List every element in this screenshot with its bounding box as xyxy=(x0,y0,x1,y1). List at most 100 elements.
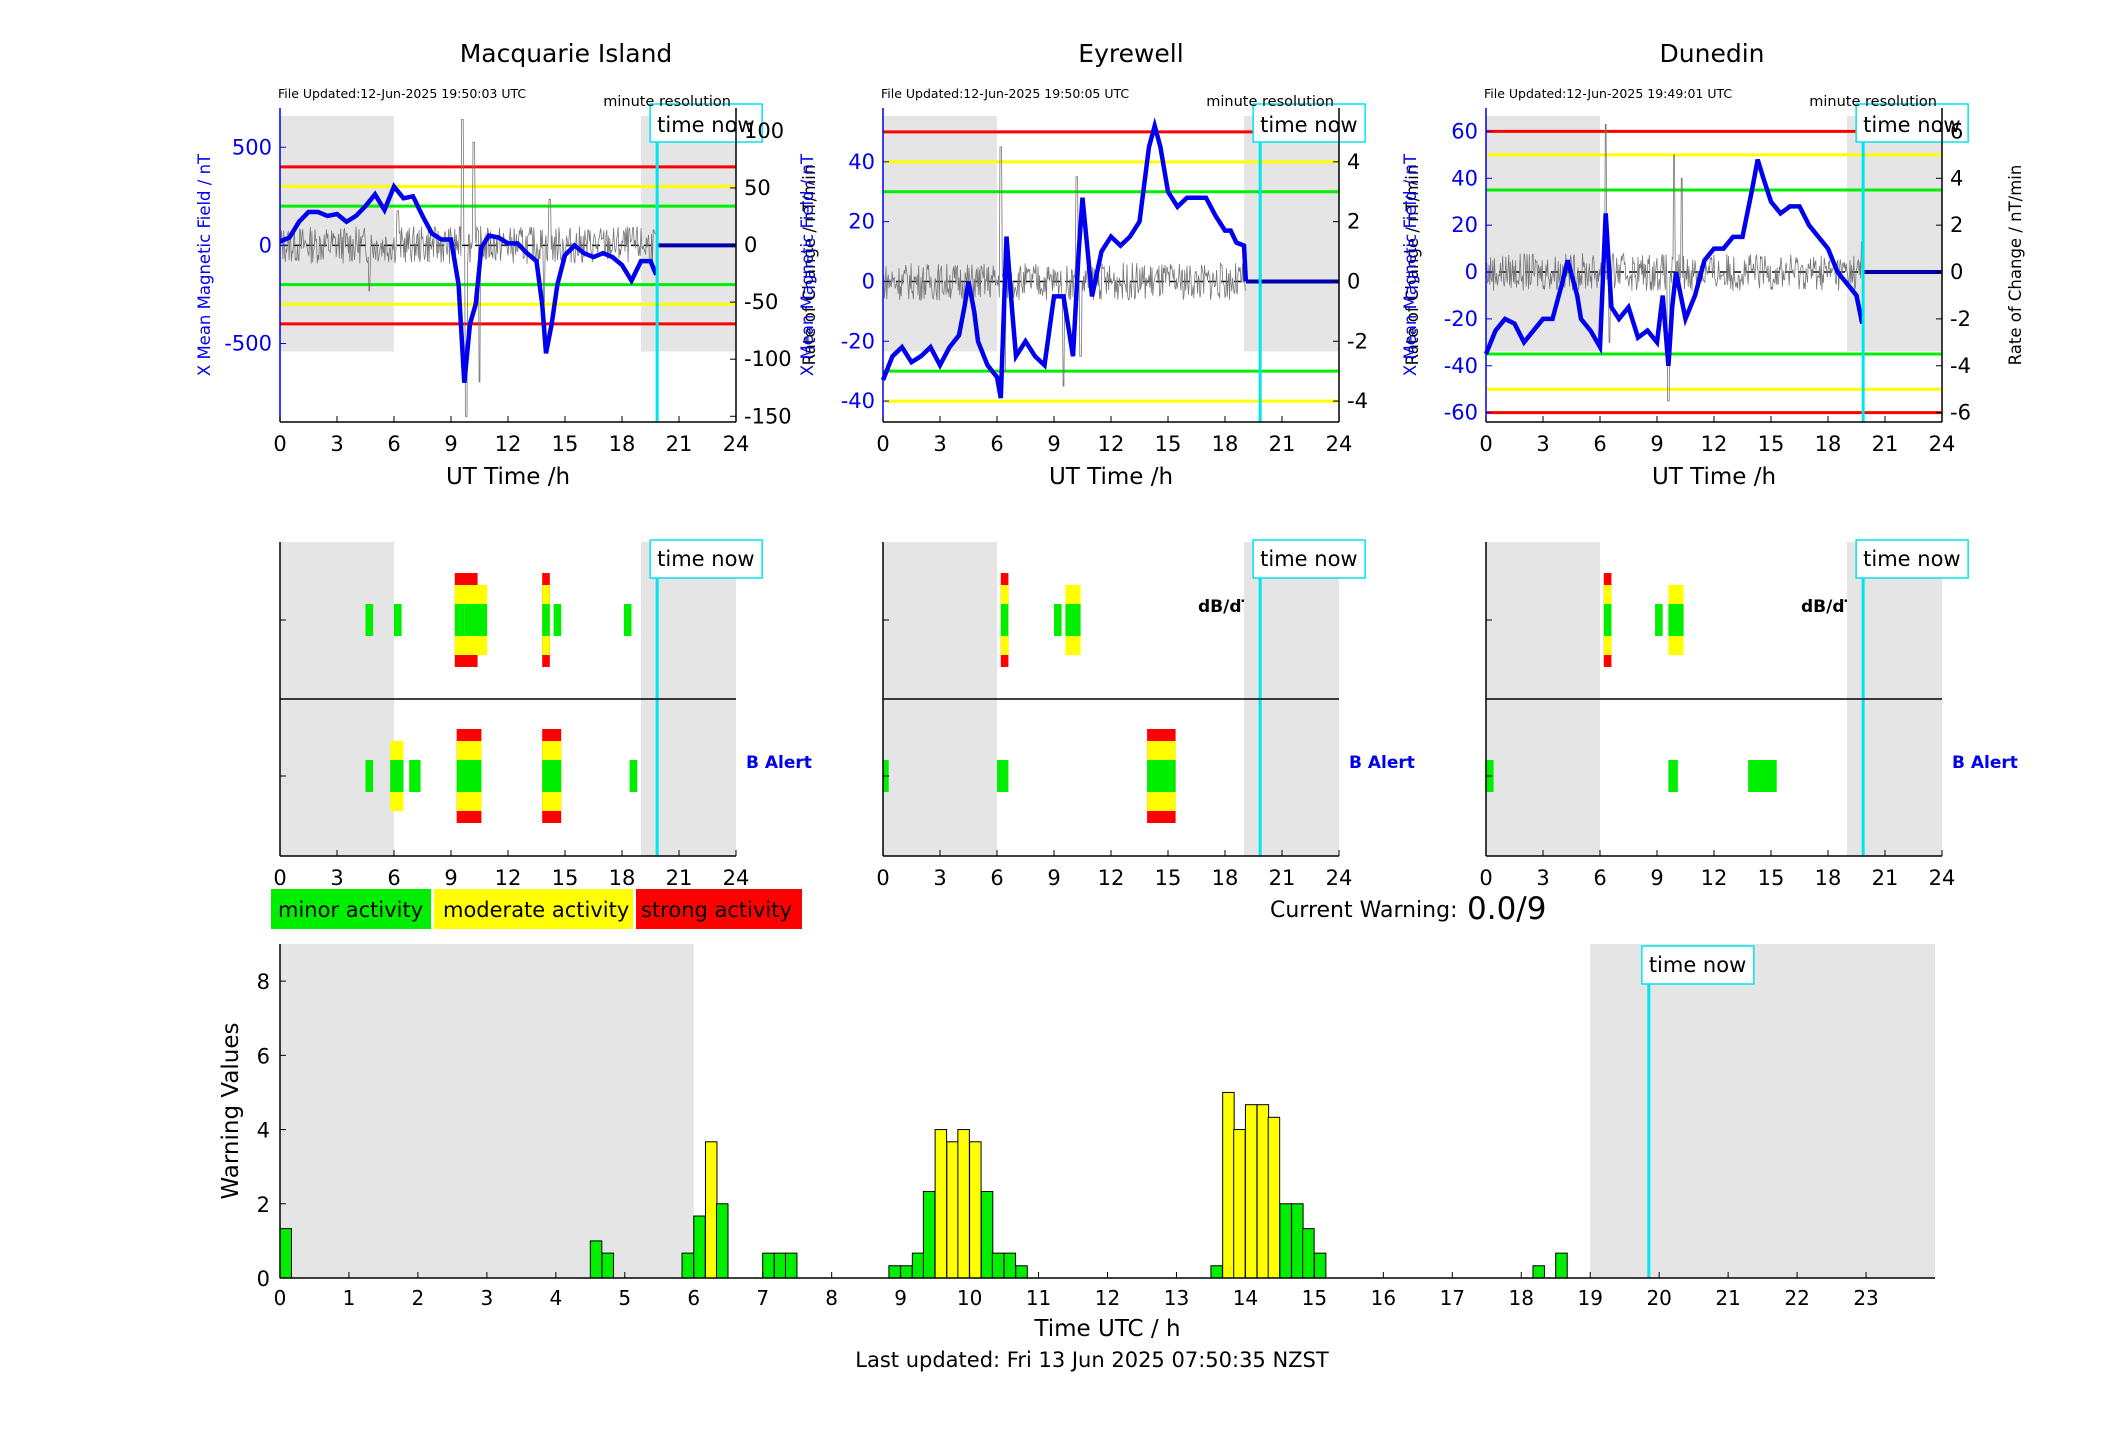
right-y-axis-label: Rate of Change / nT/min xyxy=(1403,165,1422,366)
warning-bar xyxy=(957,1129,970,1279)
resolution-label: minute resolution xyxy=(603,94,731,110)
current-warning-label: Current Warning: xyxy=(1270,898,1457,923)
legend-moderate-label: moderate activity xyxy=(443,898,629,922)
dbdt-alert-green-block xyxy=(365,604,374,636)
left-tick-label: 40 xyxy=(1451,166,1478,190)
activity-legend: minor activity moderate activity strong … xyxy=(271,889,802,929)
x-tick-label: 0 xyxy=(274,1286,287,1310)
left-tick-label: 0 xyxy=(1465,260,1478,284)
x-tick-label: 8 xyxy=(825,1286,838,1310)
time-now-label: time now xyxy=(1260,547,1357,571)
time-tick-label: 18 xyxy=(1212,866,1239,890)
time-tick-label: 6 xyxy=(1593,432,1606,456)
warning-bar xyxy=(681,1252,695,1279)
warning-bar xyxy=(279,1228,292,1279)
time-tick-label: 3 xyxy=(1536,866,1549,890)
time-tick-label: 24 xyxy=(723,432,750,456)
time-tick-label: 18 xyxy=(609,866,636,890)
legend-strong-label: strong activity xyxy=(641,898,792,922)
warning-bar xyxy=(922,1191,936,1279)
right-tick-label: 0 xyxy=(1950,260,1963,284)
x-tick-label: 3 xyxy=(481,1286,494,1310)
time-tick-label: 24 xyxy=(723,866,750,890)
x-tick-label: 14 xyxy=(1233,1286,1258,1310)
file-updated: File Updated:12-Jun-2025 19:49:01 UTC xyxy=(1484,86,1732,101)
warning-bar xyxy=(1279,1203,1292,1279)
dbdt-alert-green-block xyxy=(1054,604,1062,636)
time-tick-label: 18 xyxy=(609,432,636,456)
time-tick-label: 12 xyxy=(1098,866,1125,890)
time-now-box xyxy=(649,539,763,579)
right-tick-label: -2 xyxy=(1950,307,1971,331)
warning-bar xyxy=(1313,1252,1327,1279)
warning-bar xyxy=(773,1252,787,1279)
warning-bar xyxy=(969,1141,982,1279)
time-tick-label: 24 xyxy=(1326,432,1353,456)
left-y-axis-label: X Mean Magnetic Field / nT xyxy=(195,153,214,376)
warning-bar xyxy=(589,1240,603,1279)
time-tick-label: 9 xyxy=(1047,866,1060,890)
warning-bar xyxy=(980,1191,994,1279)
warning-bar xyxy=(1291,1203,1304,1279)
left-tick-label: 0 xyxy=(862,269,875,293)
time-tick-label: 0 xyxy=(273,866,286,890)
left-y-axis-label: X Mean Magnetic Field / nT xyxy=(1401,153,1420,376)
x-tick-label: 12 xyxy=(1095,1286,1120,1310)
dbdt-alert-green-block xyxy=(1603,604,1612,636)
left-tick-label: 500 xyxy=(232,135,272,159)
warning-bar xyxy=(601,1252,615,1279)
time-tick-label: 24 xyxy=(1326,866,1353,890)
legend-strong-swatch xyxy=(636,889,802,929)
right-tick-label: -4 xyxy=(1950,354,1971,378)
time-tick-label: 21 xyxy=(1269,866,1296,890)
time-tick-label: 3 xyxy=(933,866,946,890)
time-tick-label: 21 xyxy=(1872,432,1899,456)
dbdt-alert-green-block xyxy=(1668,604,1684,636)
x-tick-label: 10 xyxy=(957,1286,982,1310)
time-now-label: time now xyxy=(657,547,754,571)
time-tick-label: 9 xyxy=(1047,432,1060,456)
time-now-box xyxy=(1252,539,1366,579)
time-axis-label: UT Time /h xyxy=(1652,464,1776,490)
time-tick-label: 9 xyxy=(1650,432,1663,456)
right-tick-label: -100 xyxy=(744,347,792,371)
b-alert-green-block xyxy=(1147,760,1176,792)
right-tick-label: 6 xyxy=(1950,119,1963,143)
warning-bar xyxy=(946,1141,959,1279)
time-tick-label: 24 xyxy=(1929,432,1956,456)
time-now-box xyxy=(1641,945,1755,985)
time-now-box xyxy=(1252,103,1366,143)
x-tick-label: 6 xyxy=(687,1286,700,1310)
time-tick-label: 12 xyxy=(1701,432,1728,456)
x-tick-label: 16 xyxy=(1371,1286,1396,1310)
warning-bar xyxy=(911,1252,925,1279)
warning-bar xyxy=(1555,1252,1568,1279)
warning-bar xyxy=(1233,1129,1246,1279)
dbdt-alert-green-block xyxy=(623,604,632,636)
b-alert-green-block xyxy=(629,760,638,792)
warning-bar xyxy=(934,1129,948,1279)
dbdt-alert-green-block xyxy=(464,604,488,636)
b-alert-green-block xyxy=(997,760,1009,792)
warning-bar xyxy=(1015,1265,1028,1279)
b-alert-label: B Alert xyxy=(746,753,812,773)
time-now-box xyxy=(1855,103,1969,143)
time-axis-label: UT Time /h xyxy=(1049,464,1173,490)
x-tick-label: 18 xyxy=(1509,1286,1534,1310)
warning-bar xyxy=(1244,1104,1258,1279)
time-now-box xyxy=(1855,539,1969,579)
right-tick-label: -2 xyxy=(1347,329,1368,353)
time-tick-label: 3 xyxy=(1536,432,1549,456)
time-tick-label: 12 xyxy=(1701,866,1728,890)
right-tick-label: 50 xyxy=(744,176,771,200)
y-tick-label: 2 xyxy=(257,1193,270,1217)
time-tick-label: 3 xyxy=(933,432,946,456)
time-tick-label: 24 xyxy=(1929,866,1956,890)
x-tick-label: 19 xyxy=(1577,1286,1602,1310)
